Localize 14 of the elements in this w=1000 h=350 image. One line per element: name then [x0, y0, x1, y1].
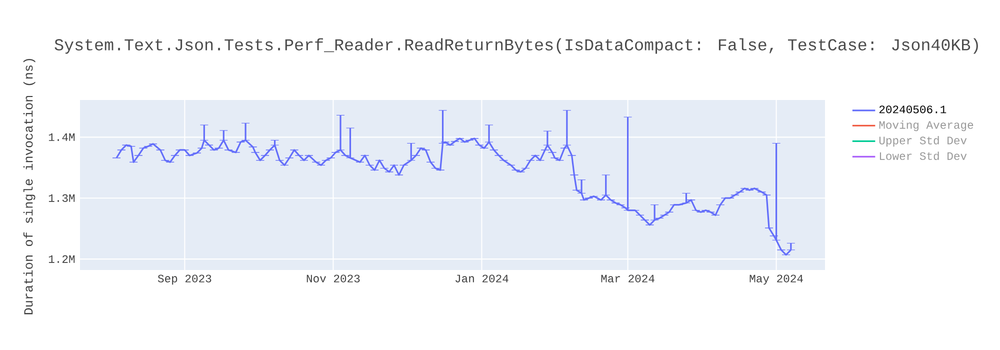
x-tick-label: May 2024 [750, 274, 803, 285]
x-tick-label: Jan 2024 [455, 274, 508, 282]
x-tick-label: Mar 2024 [601, 274, 654, 282]
chart-title: System.Text.Json.Tests.Perf_Reader.ReadReturnBytes(IsDataCompact: False, TestCase: Json40KB) [54, 38, 978, 54]
legend-label: Lower Std Dev [880, 152, 967, 160]
legend-label: Moving Average [879, 120, 974, 132]
legend-label: Upper Std Dev [879, 136, 967, 147]
x-tick-label: Nov 2023 [306, 274, 360, 282]
x-tick-label: Sep 2023 [158, 274, 212, 285]
y-tick-label: 1.3M [48, 194, 75, 202]
y-tick-label: 1.4M [48, 133, 75, 141]
y-tick-label: 1.2M [48, 255, 75, 263]
legend-label: 20240506.1 [879, 106, 946, 114]
y-axis-title: Duration of single invocation (ns) [23, 58, 36, 314]
